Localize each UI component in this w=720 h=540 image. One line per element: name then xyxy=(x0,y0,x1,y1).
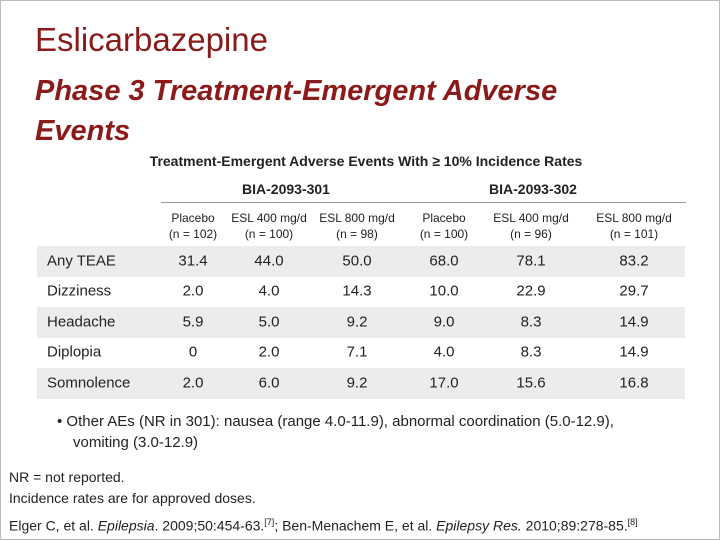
cell: 5.0 xyxy=(258,313,280,331)
group-header: BIA-2093-302 xyxy=(489,181,577,197)
citation-text: Elger C, et al. xyxy=(9,517,98,534)
column-header-line: (n = 98) xyxy=(336,227,378,241)
reference: [7] xyxy=(264,517,275,527)
bullet-text: Other AEs (NR in 301): nausea (range 4.0… xyxy=(66,413,614,451)
column-header-line: (n = 100) xyxy=(419,227,469,241)
cell: 5.9 xyxy=(182,313,204,331)
column-header: Placebo (n = 100) xyxy=(396,210,492,242)
row-label: Somnolence xyxy=(47,374,131,392)
cell: 50.0 xyxy=(342,252,372,270)
row-shade xyxy=(37,368,685,399)
row-shade xyxy=(37,307,685,338)
cell: 31.4 xyxy=(178,252,208,270)
row-label: Diplopia xyxy=(47,343,102,361)
column-header-line: Placebo xyxy=(171,211,215,225)
row-label: Any TEAE xyxy=(47,252,116,270)
cell: 2.0 xyxy=(182,282,204,300)
column-header-line: (n = 102) xyxy=(168,227,218,241)
table-title: Treatment-Emergent Adverse Events With ≥… xyxy=(149,153,583,169)
group-header: BIA-2093-301 xyxy=(242,181,330,197)
cell: 4.0 xyxy=(433,343,455,361)
column-header-line: (n = 100) xyxy=(244,227,294,241)
note: Incidence rates are for approved doses. xyxy=(9,490,256,506)
group-rule xyxy=(406,202,686,203)
journal: Epilepsia xyxy=(97,517,155,534)
column-header: ESL 400 mg/d (n = 96) xyxy=(483,210,579,242)
cell: 15.6 xyxy=(516,374,546,392)
cell: 44.0 xyxy=(254,252,284,270)
column-header: ESL 800 mg/d (n = 98) xyxy=(309,210,405,242)
column-header-line: Placebo xyxy=(422,211,466,225)
cell: 9.2 xyxy=(346,374,368,392)
cell: 78.1 xyxy=(516,252,546,270)
cell: 6.0 xyxy=(258,374,280,392)
cell: 2.0 xyxy=(258,343,280,361)
reference: [8] xyxy=(627,517,638,527)
note: NR = not reported. xyxy=(9,469,125,485)
title: Eslicarbazepine xyxy=(35,21,268,58)
cell: 14.9 xyxy=(619,313,649,331)
cell: 68.0 xyxy=(429,252,459,270)
bullet: • Other AEs (NR in 301): nausea (range 4… xyxy=(57,413,614,451)
column-header-line: ESL 800 mg/d xyxy=(319,211,395,225)
column-header-line: ESL 400 mg/d xyxy=(493,211,569,225)
cell: 9.2 xyxy=(346,313,368,331)
column-header: ESL 400 mg/d (n = 100) xyxy=(221,210,317,242)
subtitle: Phase 3 Treatment-Emergent Adverse Event… xyxy=(35,75,558,147)
cell: 7.1 xyxy=(346,343,368,361)
column-header-line: ESL 400 mg/d xyxy=(231,211,307,225)
cell: 8.3 xyxy=(520,313,542,331)
citation: Elger C, et al. Epilepsia. 2009;50:454-6… xyxy=(9,517,638,534)
row-label: Dizziness xyxy=(47,282,112,300)
group-rule xyxy=(161,202,411,203)
cell: 14.3 xyxy=(342,282,372,300)
cell: 14.9 xyxy=(619,343,649,361)
cell: 2.0 xyxy=(182,374,204,392)
column-header-line: (n = 96) xyxy=(510,227,552,241)
citation-text: . 2009;50:454-63. xyxy=(154,517,265,534)
cell: 83.2 xyxy=(619,252,649,270)
cell: 22.9 xyxy=(516,282,546,300)
row-label: Headache xyxy=(47,313,116,331)
cell: 0 xyxy=(188,343,198,361)
cell: 17.0 xyxy=(429,374,459,392)
column-header: Placebo (n = 102) xyxy=(145,210,241,242)
journal: Epilepsy Res. xyxy=(436,517,522,534)
column-header: ESL 800 mg/d (n = 101) xyxy=(586,210,682,242)
cell: 10.0 xyxy=(429,282,459,300)
citation-text: 2010;89:278-85. xyxy=(521,517,628,534)
column-header-line: ESL 800 mg/d xyxy=(596,211,672,225)
cell: 16.8 xyxy=(619,374,649,392)
cell: 8.3 xyxy=(520,343,542,361)
cell: 9.0 xyxy=(433,313,455,331)
citation-text: ; Ben-Menachem E, et al. xyxy=(274,517,437,534)
row-shade xyxy=(37,246,685,277)
cell: 4.0 xyxy=(258,282,280,300)
cell: 29.7 xyxy=(619,282,649,300)
column-header-line: (n = 101) xyxy=(609,227,659,241)
